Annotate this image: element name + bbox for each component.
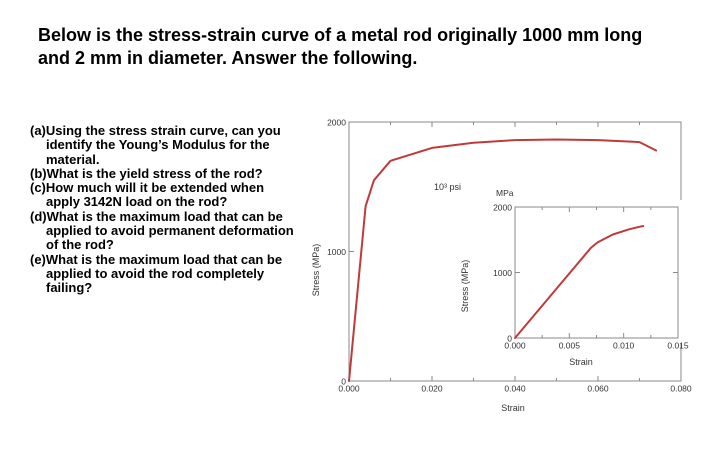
question-c: (c)How much will it be extended when app… [30,180,265,210]
main-x-tick-label: 0.060 [587,384,609,394]
inset-x-tick-label: 0.010 [613,341,635,351]
main-y-tick-label: 2000 [327,117,346,127]
main-chart: 0.000 0.020 0.040 0.060 0.080 0 1000 2000 Stres… [311,117,692,413]
main-x-tick-label: 0.000 [338,384,360,394]
inset-y-tick-label: 1000 [493,268,512,278]
inset-stress-strain-curve [514,225,645,339]
inset-y-tick-label: 2000 [493,202,512,212]
problem-title: Below is the stress-strain curve of a me… [38,24,688,70]
main-gridticks: 0.000 0.020 0.040 0.060 0.080 0 1000 2000 [327,117,692,393]
inset-y-tick-label: 0 [507,333,512,343]
inset-unit-label: MPa [496,188,514,198]
main-x-tick-label: 0.020 [421,384,443,394]
inset-gridticks: 0.000 0.005 0.010 0.015 0 1000 2000 [493,202,689,350]
psi-annotation: 10³ psi [434,182,461,192]
inset-x-tick-label: 0.000 [504,341,526,351]
main-y-tick-label: 1000 [327,247,346,257]
main-y-axis-label: Stress (MPa) [311,244,321,297]
main-x-tick-label: 0.080 [670,384,692,394]
psi-annotation-text: 10³ psi [434,182,461,192]
inset-chart: 0.000 0.005 0.010 0.015 0 1000 2000 MPa Stress… [460,188,689,367]
inset-y-axis-label: Stress (MPa) [460,260,470,313]
title-line-2: and 2 mm in diameter. Answer the followi… [38,48,418,68]
question-d: (d)What is the maximum load that can be … [30,208,294,253]
question-a: (a)Using the stress strain curve, can yo… [30,123,281,167]
main-x-tick-label: 0.040 [504,384,526,394]
question-e: (e)What is the maximum load that can be … [30,251,283,296]
question-list: (a)Using the stress strain curve, can yo… [30,123,300,296]
title-line-1: Below is the stress-strain curve of a me… [38,25,643,45]
inset-x-axis-label: Strain [569,357,593,367]
inset-background [488,200,684,344]
inset-x-tick-label: 0.005 [559,341,581,351]
inset-x-tick-label: 0.015 [667,341,689,351]
question-b: (b)What is the yield stress of the rod? [30,165,263,181]
main-x-axis-label: Strain [501,403,525,413]
main-stress-strain-curve [348,138,658,382]
main-y-tick-label: 0 [341,376,346,386]
